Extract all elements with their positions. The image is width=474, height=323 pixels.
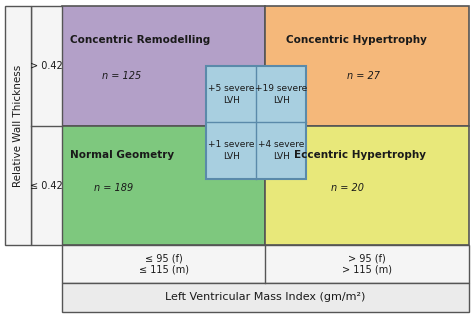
Text: Concentric Hypertrophy: Concentric Hypertrophy (286, 35, 427, 45)
Text: Relative Wall Thickness: Relative Wall Thickness (13, 65, 23, 187)
Text: Normal Geometry: Normal Geometry (70, 150, 174, 160)
Text: n = 189: n = 189 (94, 183, 134, 193)
Bar (62, 283, 469, 312)
Text: +19 severe
LVH: +19 severe LVH (255, 84, 307, 105)
Bar (62, 245, 469, 283)
Text: +4 severe
LVH: +4 severe LVH (258, 140, 304, 161)
Text: +5 severe
LVH: +5 severe LVH (208, 84, 255, 105)
Text: n = 27: n = 27 (347, 71, 380, 81)
Bar (265, 6, 469, 126)
Text: Eccentric Hypertrophy: Eccentric Hypertrophy (294, 150, 426, 160)
Bar (265, 126, 469, 245)
Text: ≤ 95 (f)
≤ 115 (m): ≤ 95 (f) ≤ 115 (m) (138, 253, 189, 275)
Text: n = 125: n = 125 (102, 71, 142, 81)
Text: n = 20: n = 20 (331, 183, 364, 193)
Text: +1 severe
LVH: +1 severe LVH (208, 140, 255, 161)
Bar (31, 6, 62, 245)
Text: Concentric Remodelling: Concentric Remodelling (70, 35, 210, 45)
Text: > 95 (f)
> 115 (m): > 95 (f) > 115 (m) (342, 253, 392, 275)
Bar (62, 126, 265, 245)
Text: ≤ 0.42: ≤ 0.42 (30, 181, 63, 191)
Bar (5, 6, 31, 245)
Text: > 0.42: > 0.42 (30, 61, 63, 71)
Bar (62, 6, 265, 126)
Text: Left Ventricular Mass Index (gm/m²): Left Ventricular Mass Index (gm/m²) (165, 292, 365, 302)
Bar (206, 66, 306, 179)
